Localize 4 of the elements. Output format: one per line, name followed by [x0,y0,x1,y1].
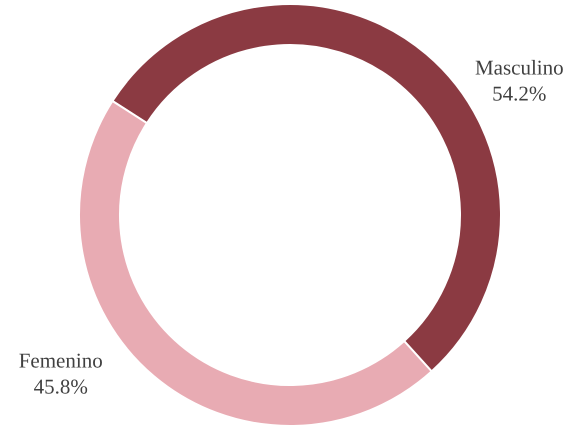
data-label: 45.8% [34,374,88,398]
slice-label: Masculino [474,56,564,80]
slice-label: Femenino [18,348,103,372]
data-label: 54.2% [492,82,546,106]
